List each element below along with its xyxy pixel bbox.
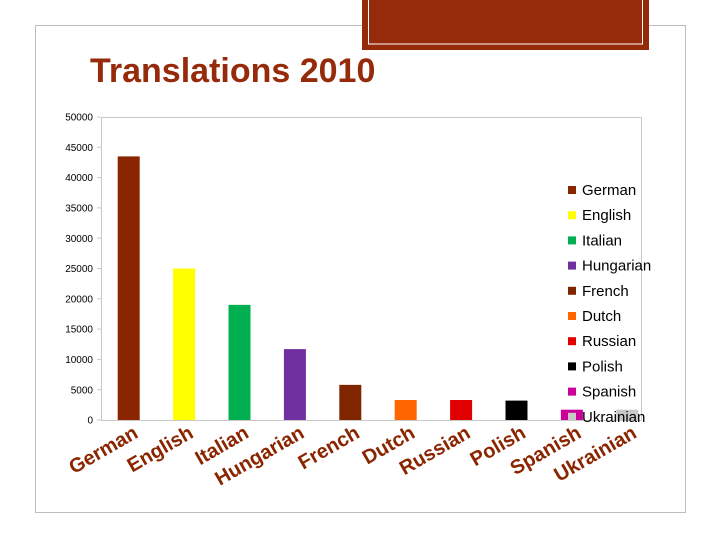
bar (394, 400, 417, 420)
legend-swatch (568, 286, 576, 295)
y-tick-label: 20000 (65, 294, 93, 305)
legend-label: Polish (582, 358, 623, 375)
legend-swatch (568, 362, 576, 371)
legend-label: German (582, 182, 636, 199)
legend-swatch (568, 337, 576, 346)
legend-label: Spanish (582, 384, 636, 401)
header-block-border (368, 0, 643, 45)
legend-label: Hungarian (582, 258, 651, 275)
y-tick-label: 15000 (65, 325, 93, 336)
legend-swatch (568, 186, 576, 194)
legend-swatch (568, 387, 576, 396)
y-tick-label: 45000 (65, 143, 93, 154)
bar (505, 400, 528, 420)
plot-frame (101, 117, 642, 421)
bar (117, 156, 140, 420)
legend-swatch (568, 412, 576, 421)
y-tick-label: 10000 (65, 355, 93, 366)
y-tick-label: 30000 (65, 234, 93, 245)
y-tick-label: 5000 (71, 385, 94, 396)
legend-label: French (582, 283, 629, 300)
slide-frame (35, 25, 686, 513)
legend-label: Russian (582, 333, 636, 350)
bar (616, 409, 639, 420)
chart-title: Translations 2010 (90, 52, 375, 90)
legend-swatch (568, 261, 576, 270)
header-block (362, 0, 649, 50)
y-tick-label: 50000 (65, 113, 93, 124)
bar (283, 349, 306, 420)
legend-swatch (568, 236, 576, 245)
y-tick-label: 25000 (65, 264, 93, 275)
y-tick-label: 35000 (65, 204, 93, 215)
legend-swatch (568, 211, 576, 220)
y-tick-label: 40000 (65, 173, 93, 184)
bar (450, 400, 473, 420)
legend-label: English (582, 207, 631, 224)
legend-label: Italian (582, 232, 622, 249)
bar (228, 304, 251, 420)
bar (173, 268, 196, 420)
legend-label: Dutch (582, 308, 621, 325)
legend-label: Ukrainian (582, 409, 645, 426)
legend-swatch (568, 312, 576, 320)
y-tick-label: 0 (87, 416, 93, 427)
bar (339, 384, 362, 420)
